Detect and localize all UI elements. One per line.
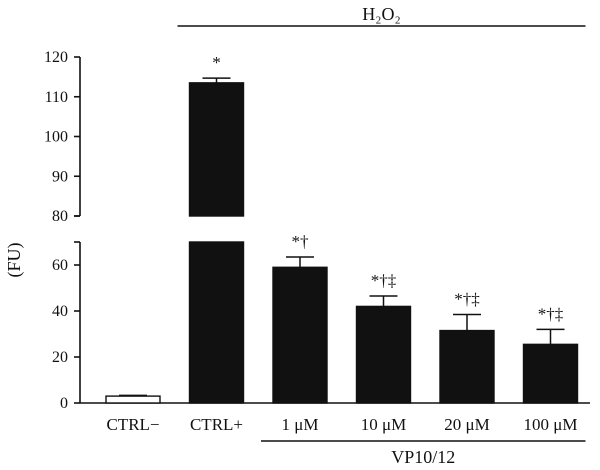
y-tick-label: 100	[44, 129, 68, 146]
x-tick-label: 1 μM	[282, 415, 319, 434]
x-tick-label: CTRL−	[106, 415, 159, 434]
group-label: H₂O₂	[362, 4, 401, 24]
y-tick-label: 120	[44, 49, 68, 66]
axes: 0 20 40 60 80 90 100 110 120	[44, 49, 590, 412]
bar	[272, 266, 328, 404]
y-tick-label: 0	[60, 395, 68, 412]
bar	[439, 329, 495, 404]
y-tick-label: 90	[52, 168, 68, 185]
y-tick-label: 80	[52, 208, 68, 225]
group-label: VP10/12	[391, 447, 455, 467]
x-tick-label: CTRL+	[190, 415, 243, 434]
group-brackets: H₂O₂ VP10/12	[177, 4, 586, 467]
bar	[105, 395, 161, 404]
labels: CTRL− * CTRL+ *† 1 μM *†‡ 10 μM *†‡ 20 μM *†‡ 100 …	[106, 53, 577, 434]
significance-marker: *†	[292, 232, 309, 251]
x-tick-label: 100 μM	[524, 415, 578, 434]
y-tick-label: 40	[52, 303, 68, 320]
y-tick-label: 60	[52, 257, 68, 274]
significance-marker: *†‡	[454, 289, 480, 308]
bar	[188, 82, 245, 217]
y-tick-label: 110	[45, 89, 68, 106]
bar	[522, 343, 579, 404]
bar	[355, 305, 412, 404]
significance-marker: *†‡	[538, 304, 564, 323]
bars	[105, 77, 579, 404]
y-tick-label: 20	[52, 349, 68, 366]
x-tick-label: 20 μM	[444, 415, 489, 434]
significance-marker: *†‡	[371, 271, 397, 290]
x-tick-label: 10 μM	[361, 415, 406, 434]
bar	[188, 241, 245, 404]
significance-marker: *	[212, 53, 221, 72]
y-axis-label: (FU)	[4, 242, 25, 277]
